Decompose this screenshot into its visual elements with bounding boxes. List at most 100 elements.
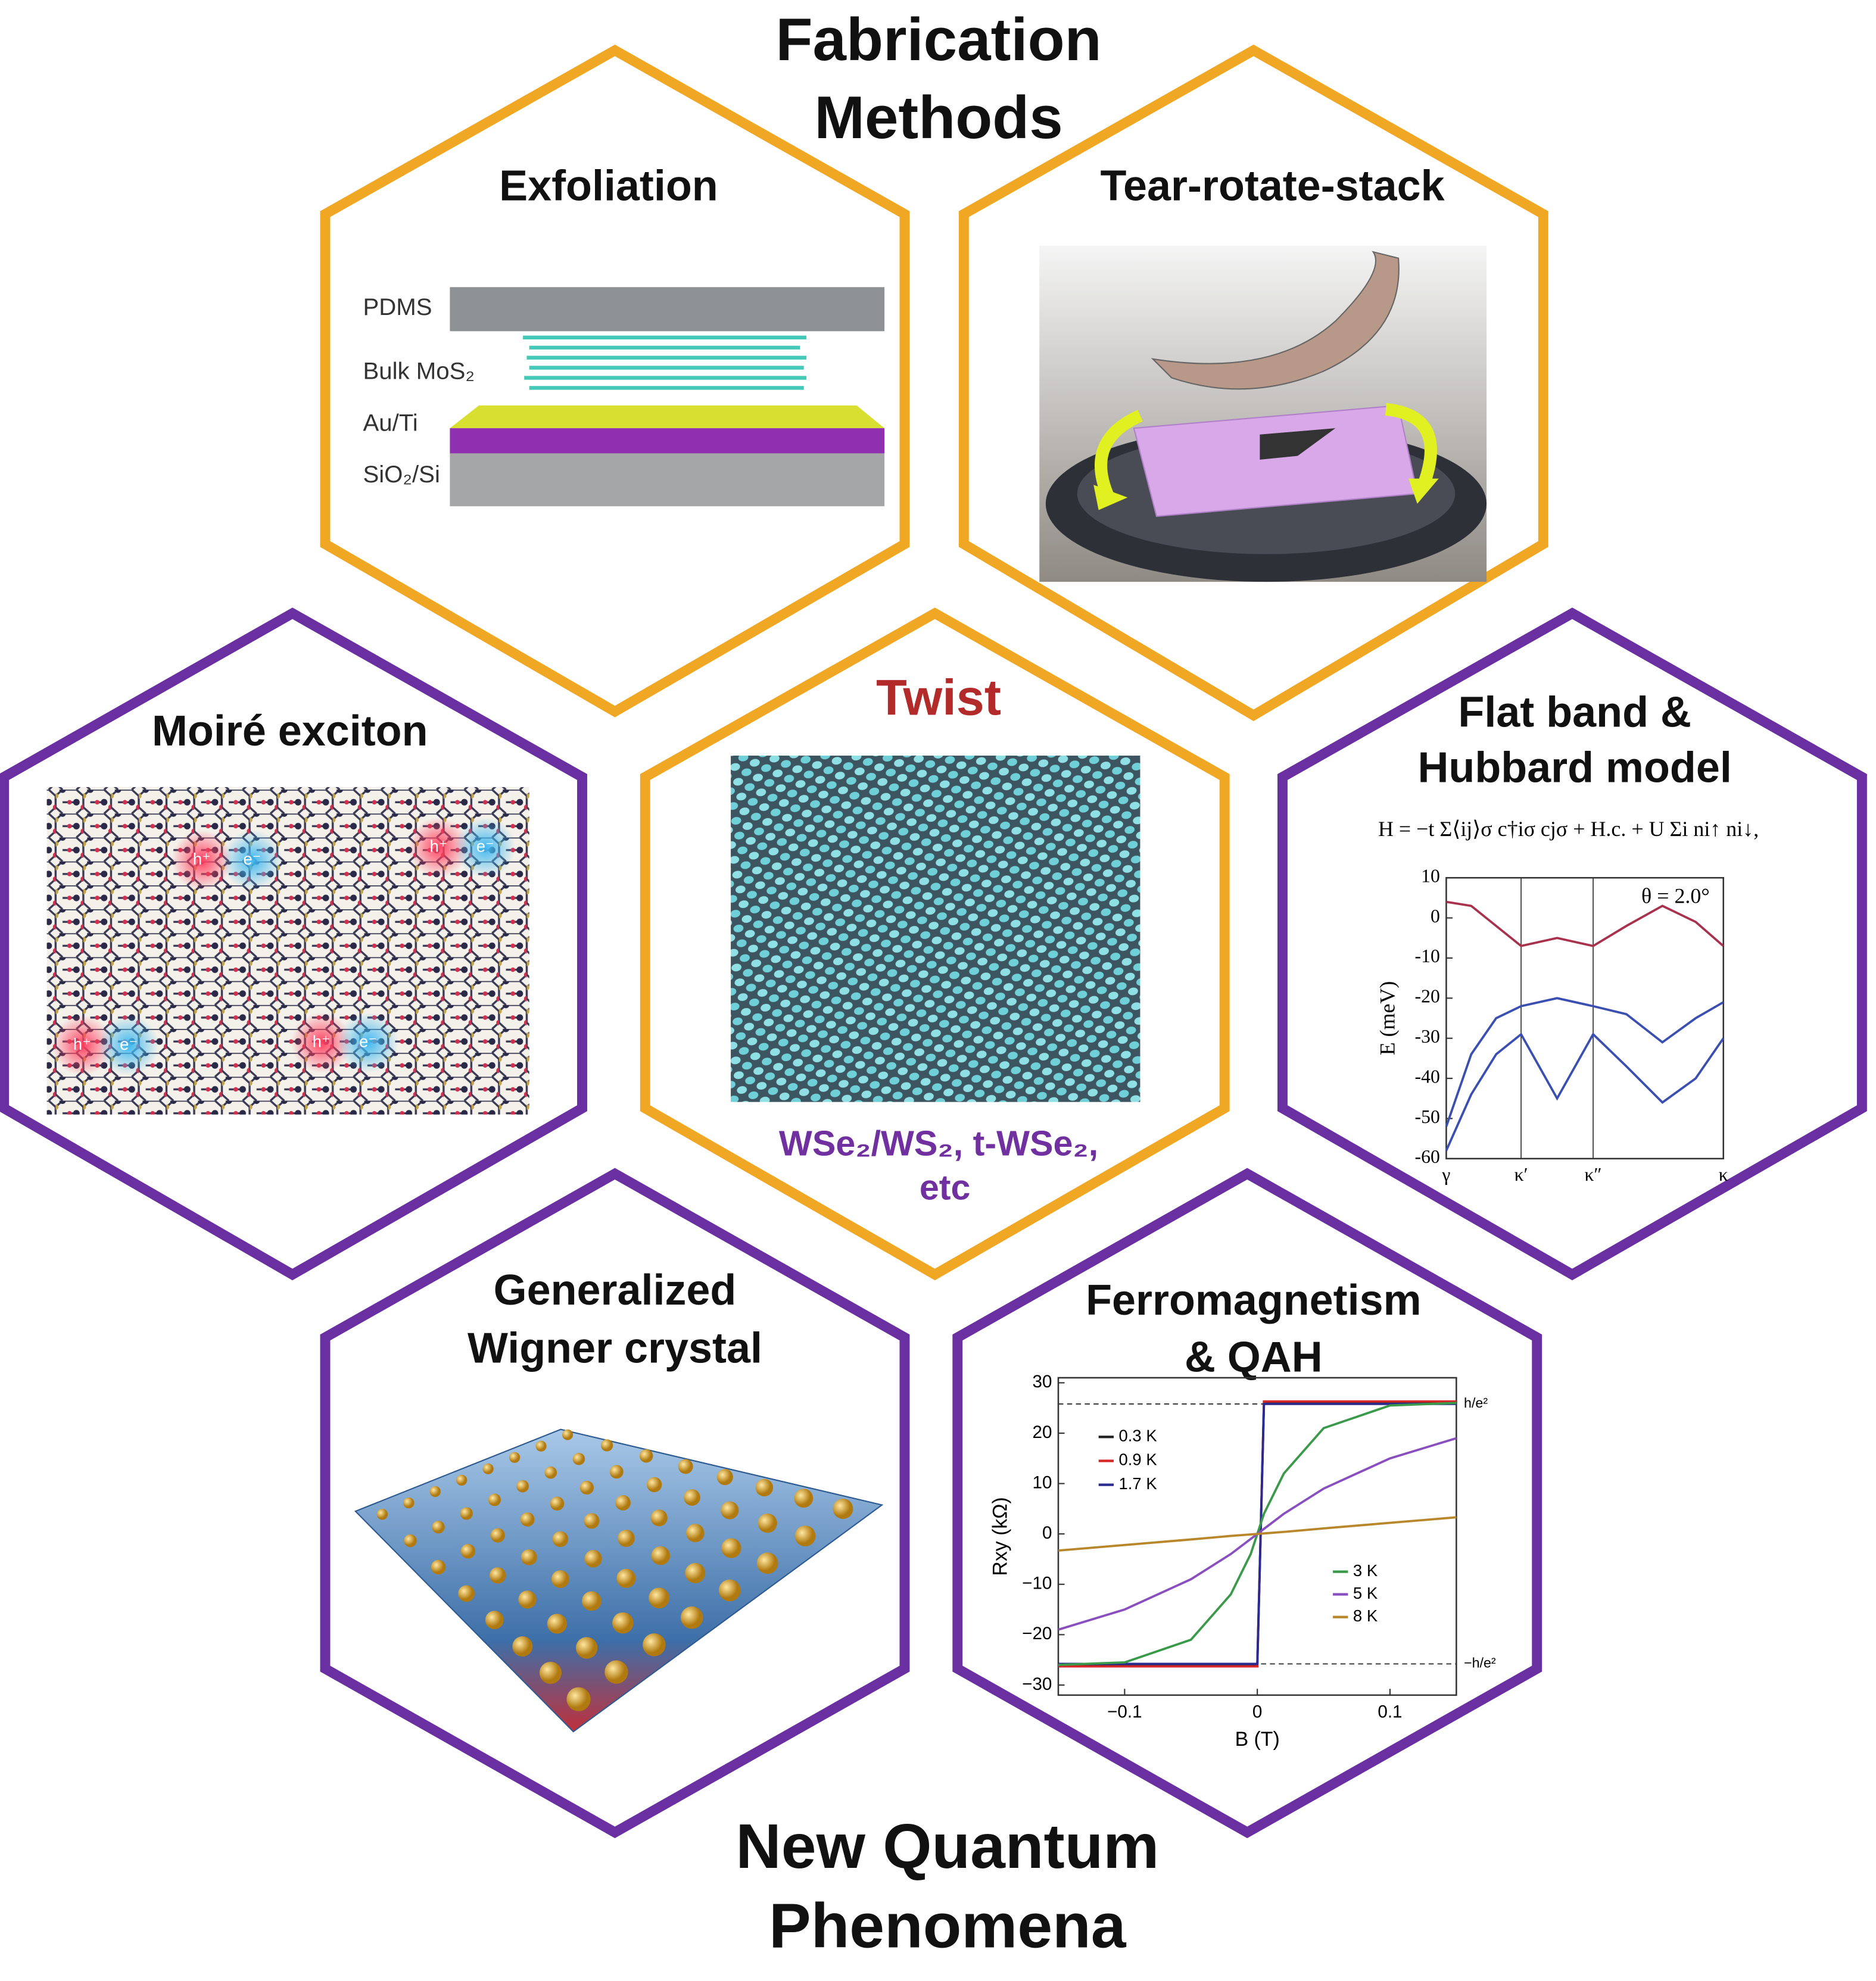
- hexagon: [0, 607, 587, 1281]
- series-line: [1445, 997, 1724, 1127]
- y-tick-label: −30: [1022, 1674, 1052, 1694]
- electron-sphere: [618, 1530, 635, 1547]
- electron-sphere: [833, 1498, 853, 1519]
- series-line: [1058, 1402, 1457, 1665]
- x-tick-label: κ: [1719, 1164, 1728, 1185]
- electron-sphere: [604, 1660, 628, 1684]
- legend-label: 8 K: [1353, 1606, 1378, 1625]
- carrier-label: h⁺: [73, 1035, 91, 1053]
- electron-sphere: [404, 1534, 417, 1548]
- electron-sphere: [460, 1507, 473, 1520]
- electron-sphere: [539, 1661, 562, 1684]
- electron-sphere: [429, 1486, 441, 1498]
- series-line: [1445, 1032, 1725, 1152]
- x-axis-label: B (T): [1235, 1728, 1280, 1751]
- carrier-glow: [454, 817, 516, 878]
- electron-sphere: [794, 1525, 816, 1547]
- y-tick-label: -10: [1415, 946, 1440, 966]
- material-caption: WSe₂/WS₂, t-WSe₂,: [779, 1123, 1098, 1163]
- legend-label: 0.3 K: [1119, 1427, 1158, 1445]
- electron-sphere: [544, 1466, 557, 1479]
- electron-sphere: [431, 1559, 446, 1575]
- hexagon: [640, 607, 1230, 1281]
- electron-sphere: [575, 1637, 598, 1659]
- footer-title: New Quantum: [736, 1811, 1159, 1882]
- electron-sphere: [512, 1636, 533, 1657]
- x-tick-label: 0: [1252, 1702, 1262, 1721]
- hexagon: [1277, 607, 1867, 1281]
- electron-sphere: [521, 1549, 537, 1565]
- electron-sphere: [572, 1453, 585, 1465]
- electron-sphere: [718, 1579, 741, 1602]
- x-tick-label: −0.1: [1107, 1702, 1142, 1721]
- ti-layer: [450, 428, 885, 454]
- carrier-label: h⁺: [193, 850, 211, 868]
- electron-sphere: [643, 1633, 666, 1656]
- electron-sphere: [490, 1567, 506, 1584]
- hexagons: [0, 44, 1867, 1839]
- electron-sphere: [721, 1538, 741, 1558]
- electron-sphere: [794, 1489, 814, 1508]
- reference-label: h/e²: [1464, 1395, 1488, 1411]
- electron-sphere: [678, 1459, 693, 1474]
- header-title: Fabrication: [775, 5, 1101, 73]
- electron-sphere: [562, 1429, 574, 1440]
- panel-title: & QAH: [1185, 1333, 1323, 1381]
- electron-sphere: [550, 1496, 565, 1511]
- carrier-label: e⁻: [476, 837, 494, 856]
- rotation-arrow: [1095, 410, 1143, 500]
- legend-label: 0.9 K: [1119, 1450, 1158, 1469]
- series-line: [1446, 900, 1724, 947]
- legend-label: 1.7 K: [1119, 1474, 1158, 1493]
- electron-sphere: [516, 1480, 529, 1493]
- electron-sphere: [684, 1489, 700, 1506]
- hall-chart: −30 −20 −10 0 10 20 30 −0.1 0 0.1 h/e² −h/e² Rxy (kΩ…: [989, 1372, 1496, 1751]
- electron-sphere: [482, 1463, 494, 1474]
- electron-sphere: [376, 1508, 388, 1520]
- carrier-glow: [98, 1015, 159, 1076]
- arrow-head: [1093, 485, 1128, 510]
- hubbard-equation: H = −t Σ⟨ij⟩σ c†iσ cjσ + H.c. + U Σi ni↑…: [1378, 817, 1759, 841]
- electron-sphere: [600, 1439, 613, 1452]
- electron-sphere: [755, 1478, 774, 1497]
- carrier-label: h⁺: [313, 1032, 331, 1051]
- hexagon: [320, 1168, 910, 1839]
- panel-title: Flat band &: [1458, 688, 1691, 736]
- pdms-layer: [450, 287, 885, 332]
- electron-sphere: [612, 1612, 634, 1634]
- y-tick-label: −10: [1022, 1574, 1052, 1593]
- carrier-label: e⁻: [120, 1035, 138, 1053]
- material-caption: etc: [920, 1167, 971, 1207]
- exfoliation-illustration: [450, 287, 885, 507]
- electron-sphere: [460, 1544, 476, 1559]
- electron-sphere: [456, 1474, 468, 1486]
- electron-sphere: [509, 1452, 521, 1463]
- tear-rotate-illustration: [1039, 245, 1487, 582]
- panel-title: Hubbard model: [1418, 744, 1732, 791]
- y-tick-label: -30: [1415, 1026, 1440, 1047]
- x-tick-label: κ″: [1584, 1164, 1601, 1185]
- panel-title: Ferromagnetism: [1086, 1277, 1421, 1324]
- electron-sphere: [716, 1469, 733, 1486]
- panel-title: Wigner crystal: [468, 1324, 762, 1372]
- panel-title: Moiré exciton: [152, 707, 428, 755]
- au-layer: [450, 405, 885, 429]
- electron-sphere: [615, 1495, 631, 1511]
- tearing-film: [1151, 251, 1400, 390]
- electron-sphere: [488, 1493, 501, 1506]
- electron-sphere: [758, 1513, 777, 1533]
- mos2-layers: [523, 335, 806, 390]
- y-tick-label: -50: [1415, 1106, 1440, 1127]
- series-line: [1058, 1400, 1457, 1668]
- annotation: θ = 2.0°: [1641, 884, 1710, 907]
- y-tick-label: 30: [1032, 1372, 1052, 1392]
- electron-sphere: [566, 1687, 591, 1711]
- panel-title: Generalized: [494, 1266, 737, 1314]
- hexagon: [320, 44, 910, 717]
- x-tick-label: γ: [1441, 1164, 1450, 1185]
- y-axis-label: Rxy (kΩ): [989, 1497, 1012, 1576]
- y-tick-label: −20: [1022, 1624, 1052, 1643]
- y-axis-label: E (meV): [1376, 981, 1400, 1056]
- electron-sphere: [639, 1449, 653, 1463]
